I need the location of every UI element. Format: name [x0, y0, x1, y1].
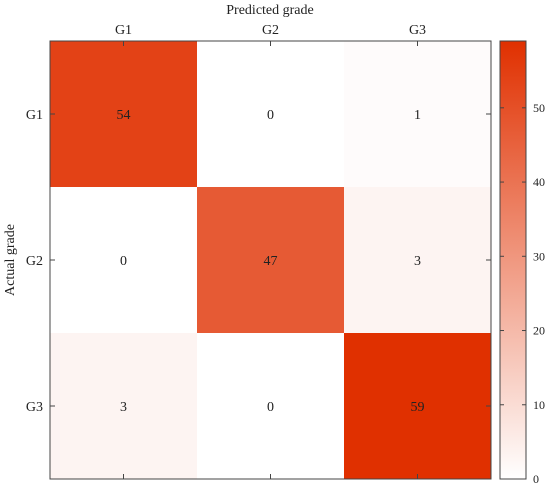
- cell-value-label: 0: [120, 254, 127, 269]
- colorbar: [499, 40, 527, 480]
- cell-value-label: 3: [414, 254, 421, 269]
- heatmap-cell: [50, 41, 197, 187]
- heatmap-cell: [197, 187, 344, 333]
- x-tick-label: G2: [262, 23, 279, 38]
- cell-value-label: 59: [411, 400, 425, 415]
- heatmap-cell: [197, 333, 344, 479]
- heatmap-cell: [344, 41, 491, 187]
- cell-value-label: 0: [267, 108, 274, 123]
- cell-value-label: 3: [120, 400, 127, 415]
- heatmap-cell: [197, 41, 344, 187]
- cell-value-label: 0: [267, 400, 274, 415]
- heatmap-cell-labels: 54 0 1 0 47 3 3 0 59: [117, 108, 425, 415]
- x-axis-ticks: G1 G2 G3: [115, 23, 426, 479]
- colorbar-tick-label: 0: [533, 472, 539, 486]
- y-axis-ticks: G1 G2 G3: [26, 108, 491, 415]
- cell-value-label: 1: [414, 108, 421, 123]
- heatmap-cell: [50, 187, 197, 333]
- x-tick-label: G1: [115, 23, 132, 38]
- heatmap-cell: [344, 333, 491, 479]
- colorbar-tick-label: 30: [533, 249, 545, 263]
- heatmap-cell: [344, 187, 491, 333]
- y-axis-title: Actual grade: [3, 224, 18, 296]
- colorbar-tick-label: 20: [533, 324, 545, 338]
- y-tick-label: G3: [26, 400, 43, 415]
- cell-value-label: 47: [264, 254, 278, 269]
- x-axis-title: Predicted grade: [226, 3, 313, 18]
- x-tick-label: G3: [409, 23, 426, 38]
- colorbar-tick-label: 10: [533, 398, 545, 412]
- cell-value-label: 54: [117, 108, 131, 123]
- colorbar-ticks: 0 10 20 30 40 50: [500, 101, 545, 486]
- heatmap-cell: [50, 333, 197, 479]
- y-tick-label: G1: [26, 108, 43, 123]
- y-tick-label: G2: [26, 254, 43, 269]
- colorbar-tick-label: 50: [533, 101, 545, 115]
- heatmap-cells: [50, 41, 491, 479]
- colorbar-tick-label: 40: [533, 175, 545, 189]
